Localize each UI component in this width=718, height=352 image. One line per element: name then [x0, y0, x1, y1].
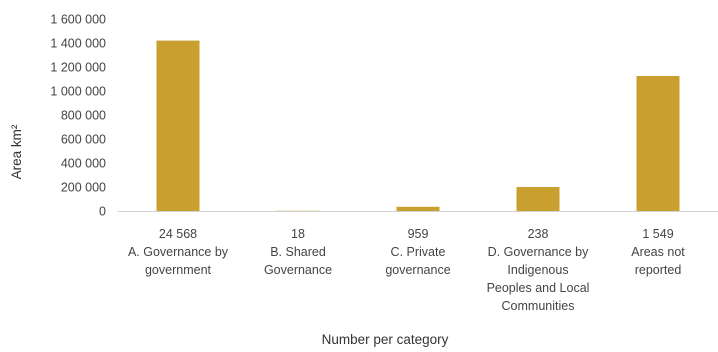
category-count-label: 238 — [528, 227, 549, 241]
category-name-label: government — [145, 263, 212, 277]
category-name-label: Indigenous — [507, 263, 568, 277]
category-name-label: C. Private — [391, 245, 446, 259]
x-axis-title: Number per category — [322, 332, 449, 347]
bar — [396, 206, 440, 211]
bars — [156, 40, 680, 211]
bar — [636, 76, 680, 211]
category-name-label: reported — [635, 263, 682, 277]
category-name-label: Peoples and Local — [487, 281, 590, 295]
y-tick-label: 1 200 000 — [50, 61, 106, 75]
category-name-label: Communities — [502, 299, 575, 313]
y-tick-label: 1 400 000 — [50, 37, 106, 51]
category-count-label: 24 568 — [159, 227, 197, 241]
category-count-label: 959 — [408, 227, 429, 241]
category-count-label: 18 — [291, 227, 305, 241]
y-tick-label: 1 000 000 — [50, 85, 106, 99]
y-tick-label: 600 000 — [61, 133, 106, 147]
category-labels: 24 568 A. Governance by government 18 B. Sha… — [128, 227, 685, 313]
category-name-label: B. Shared — [270, 245, 326, 259]
category-name-label: Areas not — [631, 245, 685, 259]
y-axis-title: Area km² — [9, 124, 24, 179]
y-tick-label: 0 — [99, 205, 106, 219]
y-tick-label: 200 000 — [61, 181, 106, 195]
y-tick-label: 400 000 — [61, 157, 106, 171]
category-name-label: Governance — [264, 263, 332, 277]
category-count-label: 1 549 — [642, 227, 673, 241]
bar — [516, 187, 560, 211]
y-tick-label: 1 600 000 — [50, 13, 106, 27]
category-name-label: governance — [385, 263, 450, 277]
y-tick-label: 800 000 — [61, 109, 106, 123]
bar — [156, 40, 200, 211]
category-name-label: D. Governance by — [488, 245, 589, 259]
y-axis-ticks: 0 200 000 400 000 600 000 800 000 1 000 000 1 … — [50, 13, 106, 219]
category-name-label: A. Governance by — [128, 245, 229, 259]
